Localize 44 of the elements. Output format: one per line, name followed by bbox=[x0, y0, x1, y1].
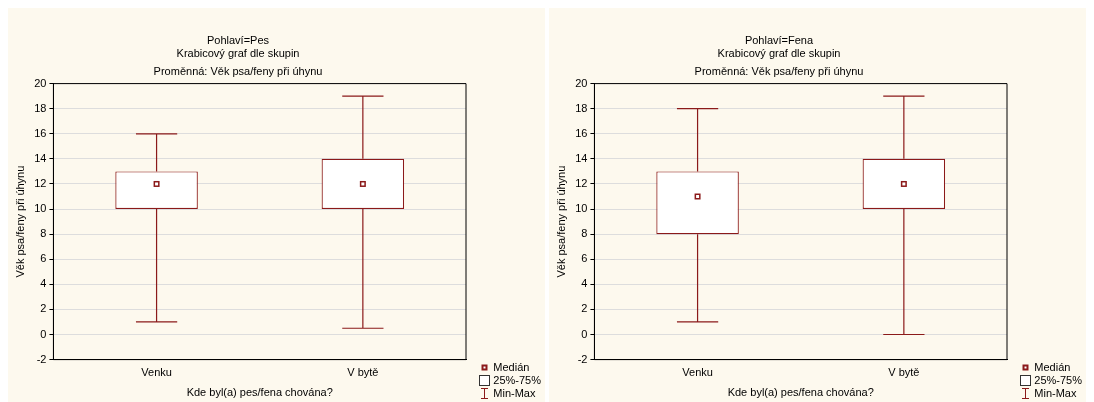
y-tick-label: 10 bbox=[575, 202, 588, 215]
y-tick-label: 16 bbox=[575, 126, 588, 139]
y-tick-label: 8 bbox=[581, 227, 588, 240]
y-tick-label: 20 bbox=[34, 76, 47, 89]
y-tick-label: 2 bbox=[40, 302, 47, 315]
y-tick-label: 18 bbox=[34, 101, 47, 114]
y-tick-label: 10 bbox=[34, 202, 47, 215]
text: Medián bbox=[1034, 361, 1071, 374]
y-tick-label: 0 bbox=[40, 327, 47, 340]
y-tick-label: 2 bbox=[581, 302, 588, 315]
y-tick-label: 6 bbox=[581, 252, 588, 265]
y-axis-title: Věk psa/feny při úhynu bbox=[13, 165, 26, 278]
y-tick-label: 4 bbox=[40, 277, 47, 290]
y-tick-label: 14 bbox=[575, 151, 588, 164]
y-tick-label: 0 bbox=[581, 327, 588, 340]
x-axis-title: Kde byl(a) pes/fena chována? bbox=[727, 386, 874, 399]
y-tick-label: -2 bbox=[577, 352, 588, 365]
chart-subtitle: Krabicový graf dle skupin bbox=[716, 47, 842, 60]
text: Proměnná: Věk psa/feny při úhynu bbox=[152, 65, 324, 78]
y-tick-label: 14 bbox=[34, 151, 47, 164]
x-tick-label: Venku bbox=[682, 366, 713, 379]
text: 25%-75% bbox=[493, 374, 541, 387]
x-tick-label: Venku bbox=[141, 366, 172, 379]
y-tick-label: 12 bbox=[575, 176, 588, 189]
y-tick-label: 12 bbox=[34, 176, 47, 189]
y-tick-label: 16 bbox=[34, 126, 47, 139]
text: Proměnná: Věk psa/feny při úhynu bbox=[693, 65, 865, 78]
y-tick-label: 20 bbox=[575, 76, 588, 89]
y-tick-label: 4 bbox=[581, 277, 588, 290]
chart-title: Pohlaví=Fena bbox=[743, 34, 815, 47]
x-axis-title: Kde byl(a) pes/fena chována? bbox=[186, 386, 333, 399]
text: Medián bbox=[493, 361, 530, 374]
text: Min-Max bbox=[493, 387, 536, 400]
x-tick-label: V bytě bbox=[888, 366, 920, 379]
x-tick-label: V bytě bbox=[347, 366, 379, 379]
y-axis-title: Věk psa/feny při úhynu bbox=[554, 165, 567, 278]
chart-subtitle: Krabicový graf dle skupin bbox=[175, 47, 301, 60]
y-tick-label: 8 bbox=[40, 227, 47, 240]
text: 25%-75% bbox=[1034, 374, 1082, 387]
chart-title: Pohlaví=Pes bbox=[205, 34, 271, 47]
y-tick-label: -2 bbox=[36, 352, 47, 365]
y-tick-label: 18 bbox=[575, 101, 588, 114]
text: Min-Max bbox=[1034, 387, 1077, 400]
y-tick-label: 6 bbox=[40, 252, 47, 265]
